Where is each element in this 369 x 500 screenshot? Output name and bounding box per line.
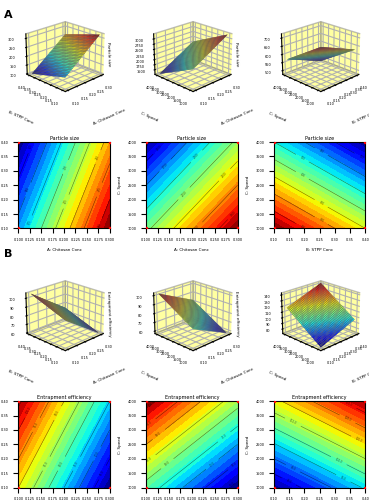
- Text: 150: 150: [25, 186, 31, 193]
- X-axis label: B: STPP Conc: B: STPP Conc: [352, 110, 369, 124]
- X-axis label: A: Chitosan Conc: A: Chitosan Conc: [46, 248, 82, 252]
- Y-axis label: C: Speed: C: Speed: [140, 371, 158, 382]
- X-axis label: A: Chitosan Conc: A: Chitosan Conc: [93, 368, 126, 386]
- Text: 70.0: 70.0: [94, 450, 100, 458]
- Y-axis label: C: Speed: C: Speed: [246, 435, 250, 454]
- Text: 70.0: 70.0: [209, 461, 216, 468]
- Text: 95.0: 95.0: [146, 420, 153, 427]
- X-axis label: A: Chitosan Conc: A: Chitosan Conc: [175, 248, 209, 252]
- Text: 660: 660: [318, 218, 324, 224]
- Text: 2500: 2500: [221, 171, 228, 178]
- Text: 95.0: 95.0: [33, 422, 39, 428]
- Text: 100.0: 100.0: [147, 400, 156, 408]
- X-axis label: B: STPP Conc: B: STPP Conc: [306, 248, 333, 252]
- Text: 96.0: 96.0: [340, 475, 347, 482]
- Title: Entrapment efficiency: Entrapment efficiency: [37, 395, 92, 400]
- Text: 510: 510: [358, 154, 364, 160]
- X-axis label: A: Chitosan Conc: A: Chitosan Conc: [93, 108, 126, 126]
- Title: Particle size: Particle size: [49, 136, 79, 141]
- Y-axis label: C: Speed: C: Speed: [268, 112, 286, 123]
- X-axis label: A: Chitosan Conc: A: Chitosan Conc: [220, 368, 254, 386]
- Text: 128.0: 128.0: [343, 416, 352, 422]
- Text: 2000: 2000: [193, 152, 200, 160]
- Text: 690: 690: [299, 224, 306, 230]
- Text: 65.0: 65.0: [231, 462, 238, 468]
- Text: 60.0: 60.0: [229, 481, 236, 488]
- Text: 75.0: 75.0: [73, 460, 80, 467]
- Text: 3000: 3000: [230, 210, 237, 218]
- Y-axis label: C: Speed: C: Speed: [140, 112, 158, 123]
- Text: 125: 125: [28, 143, 34, 150]
- Text: 85.0: 85.0: [43, 460, 49, 467]
- Text: 65.0: 65.0: [99, 469, 106, 476]
- Text: 80.0: 80.0: [285, 478, 292, 484]
- Y-axis label: C: Speed: C: Speed: [246, 176, 250, 195]
- Title: Entrapment efficiency: Entrapment efficiency: [292, 395, 347, 400]
- Text: 104.0: 104.0: [335, 457, 343, 464]
- Text: 1500: 1500: [155, 144, 163, 152]
- Text: 225: 225: [63, 198, 69, 204]
- Text: 136.0: 136.0: [344, 400, 353, 407]
- Text: 200: 200: [63, 164, 68, 170]
- Text: 275: 275: [97, 186, 102, 193]
- Text: 100.0: 100.0: [25, 406, 32, 414]
- Text: 175: 175: [27, 220, 32, 226]
- Title: Particle size: Particle size: [177, 136, 206, 141]
- Text: 2250: 2250: [180, 190, 188, 198]
- Text: 630: 630: [318, 200, 324, 206]
- Text: 2750: 2750: [193, 224, 200, 232]
- Title: Entrapment efficiency: Entrapment efficiency: [165, 395, 219, 400]
- Text: 600: 600: [299, 172, 306, 178]
- Text: 112.0: 112.0: [289, 418, 297, 426]
- Text: B: B: [4, 249, 12, 259]
- Y-axis label: C: Speed: C: Speed: [118, 435, 122, 454]
- Text: 1750: 1750: [161, 162, 169, 169]
- Text: A: A: [4, 10, 12, 20]
- Text: 300: 300: [97, 222, 102, 228]
- Text: 85.0: 85.0: [146, 456, 153, 463]
- Text: 88.0: 88.0: [289, 465, 297, 471]
- Title: Particle size: Particle size: [305, 136, 334, 141]
- Y-axis label: B: STPP Conc: B: STPP Conc: [8, 110, 34, 124]
- Text: 540: 540: [318, 148, 324, 154]
- X-axis label: A: Chitosan Conc: A: Chitosan Conc: [220, 108, 254, 126]
- Text: 90.0: 90.0: [155, 431, 162, 438]
- Y-axis label: C: Speed: C: Speed: [118, 176, 122, 195]
- Y-axis label: C: Speed: C: Speed: [268, 371, 286, 382]
- Text: 75.0: 75.0: [221, 434, 228, 440]
- Text: 570: 570: [299, 155, 306, 161]
- Text: 250: 250: [95, 154, 101, 160]
- Y-axis label: B: STPP Conc: B: STPP Conc: [8, 369, 34, 384]
- X-axis label: B: STPP Conc: B: STPP Conc: [352, 369, 369, 384]
- Text: 90.0: 90.0: [55, 410, 61, 416]
- Text: 120.0: 120.0: [355, 436, 363, 444]
- Text: 80.0: 80.0: [58, 460, 65, 467]
- Text: 80.0: 80.0: [164, 460, 171, 467]
